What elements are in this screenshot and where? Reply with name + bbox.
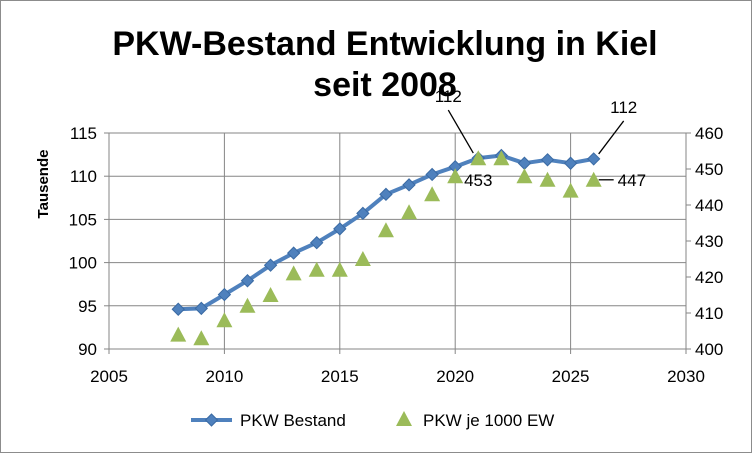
chart-title-line-2: seit 2008 <box>313 66 457 104</box>
triangle-point <box>493 150 510 166</box>
triangle-point <box>216 312 233 328</box>
annotation-label: 447 <box>618 171 646 190</box>
x-tick-label: 2025 <box>552 367 590 386</box>
tick-labels: 90 95 100 105 110 115 2005 2010 2015 2020 2025 2030… <box>69 124 724 386</box>
triangle-point <box>285 265 302 281</box>
legend-label-pkw-bestand: PKW Bestand <box>240 411 346 430</box>
series-pkw-je-1000-ew <box>170 150 602 346</box>
y-right-tick-label: 430 <box>695 232 723 251</box>
y-left-tick-label: 100 <box>69 254 97 273</box>
diamond-point <box>425 167 439 182</box>
triangle-point <box>262 287 279 302</box>
y-left-tick-label: 95 <box>78 297 97 316</box>
series-pkw-bestand <box>171 148 601 316</box>
triangle-point <box>308 261 325 277</box>
diamond-point <box>171 302 185 316</box>
plot-border <box>108 132 687 350</box>
y-axis-label: Tausende <box>35 150 52 219</box>
legend-diamond-marker <box>204 413 219 427</box>
y-right-tick-label: 410 <box>695 304 723 323</box>
y-left-tick-label: 90 <box>78 340 97 359</box>
triangle-point <box>470 150 487 166</box>
y-right-tick-label: 440 <box>695 196 723 215</box>
annotation-label: 453 <box>464 171 492 190</box>
y-right-tick-label: 460 <box>695 124 723 143</box>
y-left-tick-label: 110 <box>70 167 97 186</box>
triangle-point <box>239 297 256 313</box>
x-tick-label: 2015 <box>321 367 359 386</box>
x-tick-label: 2005 <box>90 367 128 386</box>
y-left-tick-label: 115 <box>70 124 97 143</box>
diamond-point <box>263 258 278 272</box>
triangle-point <box>377 222 394 238</box>
triangle-point <box>447 168 464 184</box>
legend-item-pkw-bestand: PKW Bestand <box>191 411 346 430</box>
annotations: 112 453 112 447 <box>435 87 646 190</box>
legend: PKW Bestand PKW je 1000 EW <box>191 411 554 430</box>
diamond-point <box>286 246 301 260</box>
annotation-leader <box>598 120 625 155</box>
x-tick-label: 2020 <box>436 367 474 386</box>
annotation-label: 112 <box>610 98 637 117</box>
annotation-label: 112 <box>435 87 462 106</box>
legend-label-pkw-je-1000-ew: PKW je 1000 EW <box>423 411 554 430</box>
series-layer <box>170 148 602 346</box>
y-right-tick-label: 400 <box>695 340 723 359</box>
diamond-point <box>194 301 209 316</box>
triangle-point <box>562 182 579 198</box>
chart-title-line-1: PKW-Bestand Entwicklung in Kiel <box>112 25 657 63</box>
triangle-point <box>170 326 187 342</box>
legend-item-pkw-je-1000-ew: PKW je 1000 EW <box>396 411 554 430</box>
diamond-point <box>563 156 578 170</box>
x-tick-label: 2030 <box>667 367 705 386</box>
diamond-point <box>356 206 370 221</box>
triangle-point <box>354 251 371 266</box>
diamond-point <box>379 187 393 202</box>
legend-triangle-marker <box>396 411 412 426</box>
diamond-point <box>333 222 347 236</box>
triangle-point <box>539 171 556 187</box>
triangle-point <box>331 261 348 277</box>
diamond-point <box>586 152 601 166</box>
triangle-point <box>401 204 418 220</box>
y-right-tick-label: 420 <box>695 268 723 287</box>
axes <box>104 132 691 354</box>
y-right-tick-label: 450 <box>695 160 723 179</box>
triangle-point <box>516 168 533 184</box>
y-left-tick-label: 105 <box>69 210 97 229</box>
triangle-point <box>585 171 602 187</box>
diamond-point <box>540 153 555 167</box>
plot-area <box>109 133 686 349</box>
diamond-point <box>402 178 416 192</box>
x-tick-label: 2010 <box>205 367 243 386</box>
diamond-point <box>217 287 232 302</box>
triangle-point <box>193 330 210 346</box>
diamond-point <box>240 274 255 288</box>
diamond-point <box>310 236 324 250</box>
triangle-point <box>424 186 441 202</box>
annotation-leader <box>447 109 474 154</box>
